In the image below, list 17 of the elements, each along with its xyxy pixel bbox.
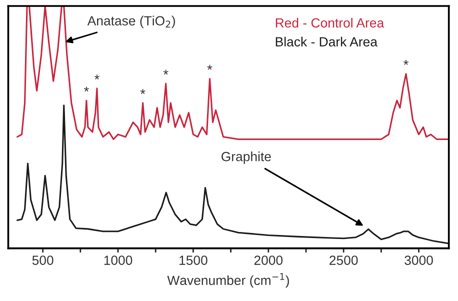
annotation: * [207,64,212,70]
annotation: * [84,86,89,92]
annotation: * [140,89,146,94]
x-tick-label: 3000 [404,256,433,265]
x-tick-label: 2500 [330,256,358,265]
annotation: Graphite [222,152,271,164]
text: Red - Control Area [276,18,384,28]
x-axis-title: Wavenumber (cm$^{−1}$) [167,273,289,288]
x-tick-label: 1500 [180,256,208,265]
annotation: Anatase (TiO$_{2}$) [87,16,176,28]
text: Black - Dark Area [276,36,378,46]
annotation: * [404,60,408,65]
x-tick-label: 500 [32,256,54,265]
annotation: * [163,70,168,75]
annotation: * [94,74,100,80]
x-tick-label: 1000 [104,256,132,265]
x-tick-label: 2000 [254,256,283,265]
